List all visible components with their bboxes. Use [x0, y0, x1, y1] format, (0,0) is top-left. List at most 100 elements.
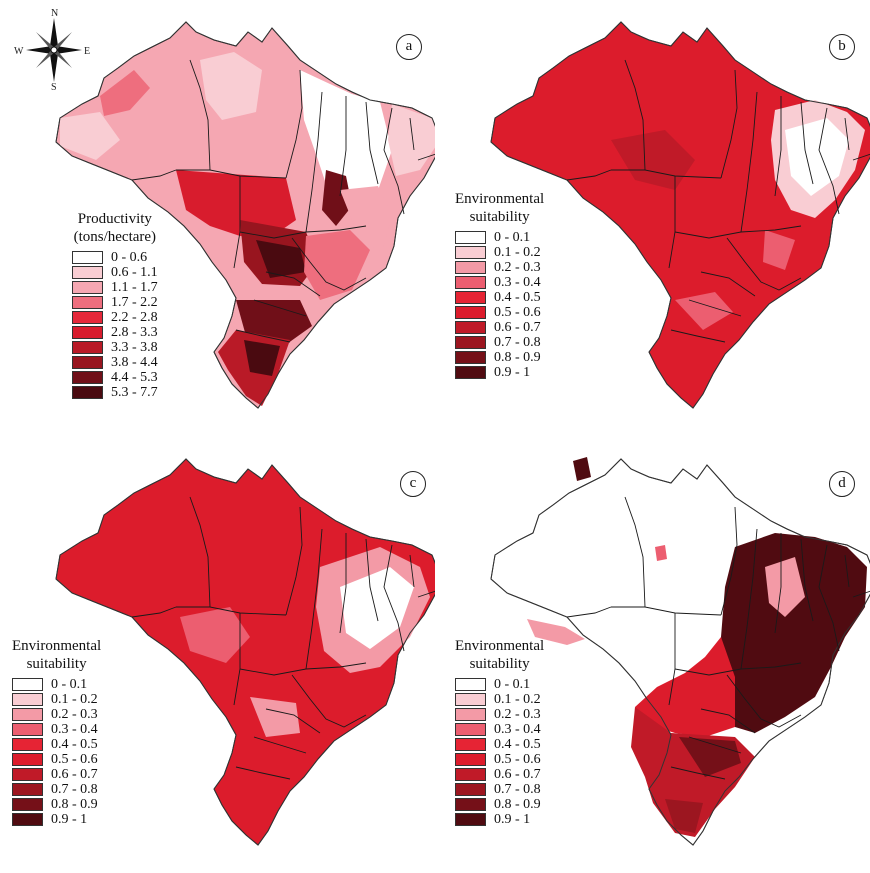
legend-title-line1: Productivity	[77, 211, 152, 227]
legend-label: 0.4 - 0.5	[494, 290, 541, 305]
legend-swatch	[72, 266, 103, 279]
legend-label: 0.5 - 0.6	[494, 752, 541, 767]
legend-swatch	[455, 738, 486, 751]
compass-south-label: S	[51, 82, 57, 90]
panel-label-c: c	[400, 471, 426, 497]
legend-swatch	[455, 723, 486, 736]
legend-swatch	[455, 753, 486, 766]
legend-item: 3.8 - 4.4	[72, 355, 158, 370]
legend-item: 0.1 - 0.2	[455, 692, 544, 707]
legend-label: 0.9 - 1	[51, 812, 88, 827]
legend-label: 2.8 - 3.3	[111, 325, 158, 340]
legend-title-line2: suitability	[469, 209, 530, 225]
legend-item: 0 - 0.1	[455, 230, 544, 245]
legend-label: 1.7 - 2.2	[111, 295, 158, 310]
legend-swatch	[72, 356, 103, 369]
legend-swatch	[12, 678, 43, 691]
legend-item: 0.9 - 1	[455, 812, 544, 827]
legend-item: 0.1 - 0.2	[12, 692, 101, 707]
legend-swatch	[72, 311, 103, 324]
legend-item: 2.8 - 3.3	[72, 325, 158, 340]
legend-swatch	[12, 753, 43, 766]
legend-swatch	[455, 231, 486, 244]
legend-title-line1: Environmental	[455, 191, 545, 207]
productivity-map	[55, 21, 435, 409]
legend-label: 0.7 - 0.8	[494, 335, 541, 350]
compass-east-label: E	[84, 46, 90, 57]
map-panel-a: N S E W a Productivity (tons/hectare) 0 …	[0, 0, 435, 436]
compass-north-label: N	[51, 8, 58, 19]
legend-label: 0.6 - 0.7	[51, 767, 98, 782]
suitability-map-c	[55, 458, 435, 846]
legend-swatch	[455, 693, 486, 706]
legend-swatch	[12, 693, 43, 706]
legend-item: 3.3 - 3.8	[72, 340, 158, 355]
legend-label: 0.6 - 0.7	[494, 320, 541, 335]
legend-label: 0.1 - 0.2	[494, 245, 541, 260]
legend-label: 0.2 - 0.3	[51, 707, 98, 722]
legend-label: 0 - 0.1	[494, 230, 531, 245]
legend-label: 0.3 - 0.4	[494, 275, 541, 290]
legend-item: 0.2 - 0.3	[455, 707, 544, 722]
legend-label: 0.6 - 1.1	[111, 265, 158, 280]
legend-label: 0.8 - 0.9	[494, 350, 541, 365]
legend-swatch	[12, 798, 43, 811]
legend-swatch	[12, 783, 43, 796]
legend-label: 3.8 - 4.4	[111, 355, 158, 370]
legend-label: 0.5 - 0.6	[494, 305, 541, 320]
legend-item: 0.9 - 1	[12, 812, 101, 827]
legend-swatch	[72, 251, 103, 264]
legend-item: 0.6 - 0.7	[455, 320, 544, 335]
legend-swatch	[455, 708, 486, 721]
legend-item: 0.1 - 0.2	[455, 245, 544, 260]
legend-item: 0.7 - 0.8	[12, 782, 101, 797]
legend-swatch	[455, 276, 486, 289]
legend-item: 0.4 - 0.5	[12, 737, 101, 752]
legend-swatch	[455, 768, 486, 781]
legend-label: 0.9 - 1	[494, 812, 531, 827]
suitability-map-d	[490, 457, 870, 846]
legend-swatch	[12, 768, 43, 781]
legend-swatch	[72, 386, 103, 399]
legend-label: 0.6 - 0.7	[494, 767, 541, 782]
legend-swatch	[72, 341, 103, 354]
legend-item: 0.6 - 0.7	[455, 767, 544, 782]
legend-title-line2: (tons/hectare)	[73, 229, 157, 245]
legend-swatch	[455, 783, 486, 796]
legend-swatch	[12, 738, 43, 751]
legend-d: Environmental suitability 0 - 0.1 0.1 - 0…	[455, 637, 544, 827]
legend-label: 0.4 - 0.5	[51, 737, 98, 752]
legend-swatch	[455, 798, 486, 811]
legend-item: 0.6 - 1.1	[72, 265, 158, 280]
legend-item: 0.6 - 0.7	[12, 767, 101, 782]
legend-item: 0.7 - 0.8	[455, 782, 544, 797]
legend-item: 0 - 0.6	[72, 250, 158, 265]
panel-label-a: a	[396, 34, 422, 60]
legend-swatch	[12, 708, 43, 721]
map-panel-d: d Environmental suitability 0 - 0.1 0.1 -…	[435, 437, 870, 873]
legend-item: 0.7 - 0.8	[455, 335, 544, 350]
legend-item: 0.2 - 0.3	[455, 260, 544, 275]
legend-swatch	[455, 351, 486, 364]
legend-swatch	[72, 296, 103, 309]
legend-swatch	[455, 291, 486, 304]
legend-label: 0.3 - 0.4	[494, 722, 541, 737]
legend-label: 0.2 - 0.3	[494, 707, 541, 722]
legend-a: Productivity (tons/hectare) 0 - 0.6 0.6 -…	[72, 210, 158, 400]
legend-item: 0.3 - 0.4	[455, 275, 544, 290]
legend-swatch	[455, 246, 486, 259]
map-panel-c: c Environmental suitability 0 - 0.1 0.1 -…	[0, 437, 435, 873]
legend-title-line2: suitability	[26, 656, 87, 672]
legend-title-line1: Environmental	[455, 638, 545, 654]
legend-item: 0.4 - 0.5	[455, 290, 544, 305]
legend-item: 0.8 - 0.9	[455, 797, 544, 812]
legend-label: 0.1 - 0.2	[494, 692, 541, 707]
legend-swatch	[72, 326, 103, 339]
legend-label: 0.8 - 0.9	[494, 797, 541, 812]
legend-swatch	[455, 336, 486, 349]
legend-item: 1.7 - 2.2	[72, 295, 158, 310]
compass-rose-icon: N S E W	[14, 8, 90, 90]
legend-label: 0.3 - 0.4	[51, 722, 98, 737]
legend-item: 4.4 - 5.3	[72, 370, 158, 385]
legend-swatch	[455, 321, 486, 334]
